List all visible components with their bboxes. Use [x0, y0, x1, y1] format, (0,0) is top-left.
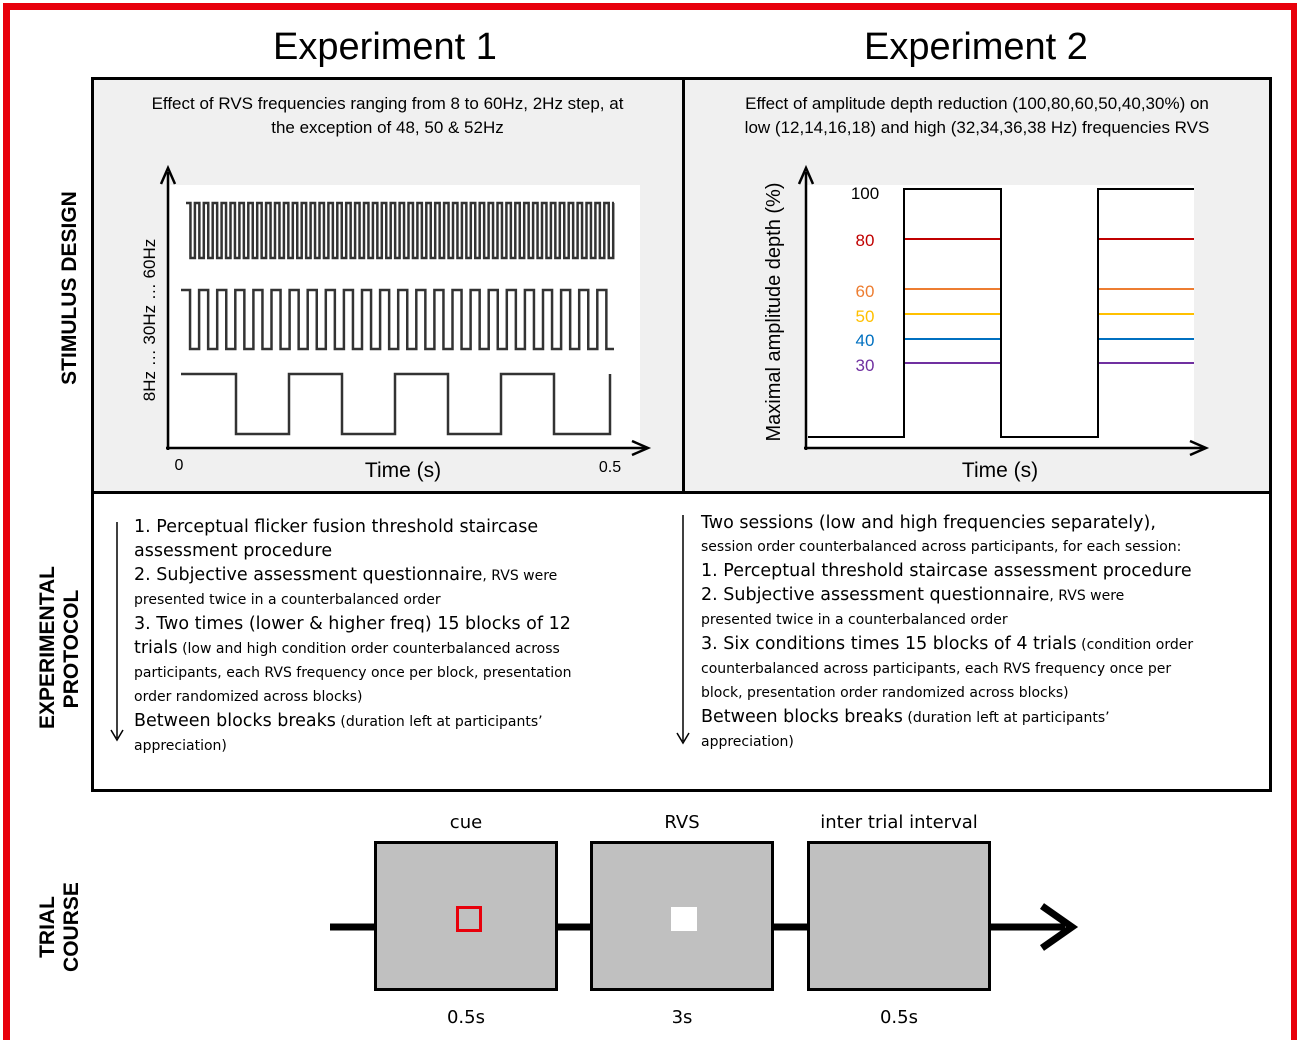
exp1-proto-line-2: assessment procedure: [134, 541, 333, 561]
exp2-proto-line-9-main: Between blocks breaks: [701, 707, 903, 727]
exp2-proto-line-2: session order counterbalanced across par…: [701, 539, 1182, 555]
wave-30hz-trace: [181, 288, 614, 351]
amplitude-level-labels: 30 40 50 60 80 100: [851, 184, 879, 375]
cue-screen: [374, 841, 558, 991]
exp1-proto-line-4: presented twice in a counterbalanced ord…: [134, 592, 441, 608]
exp1-x-max: 0.5: [599, 459, 621, 476]
exp2-proto-line-7: counterbalanced across participants, eac…: [701, 661, 1172, 677]
exp2-description-line-1: Effect of amplitude depth reduction (100…: [745, 94, 1209, 113]
exp1-x-label: Time (s): [365, 459, 441, 482]
exp2-y-label: Maximal amplitude depth (%): [763, 183, 785, 442]
exp1-proto-line-10: appreciation): [134, 738, 227, 754]
wave-30hz: [181, 288, 614, 351]
exp2-stimulus-description: Effect of amplitude depth reduction (100…: [686, 92, 1268, 140]
inter-trial-label: inter trial interval: [820, 812, 978, 833]
exp2-proto-line-6-main: 3. Six conditions times 15 blocks of 4 t…: [701, 634, 1077, 654]
exp1-proto-line-3-note: , RVS were: [482, 568, 558, 584]
exp1-x-min: 0: [175, 457, 184, 474]
exp1-proto-line-6-note: (low and high condition order counterbal…: [177, 641, 560, 657]
exp2-proto-line-4: 2. Subjective assessment questionnaire, …: [701, 583, 1266, 608]
level-50-label: 50: [856, 307, 875, 326]
trial-timeline-arrowhead: [1039, 903, 1079, 951]
exp2-proto-line-6: 3. Six conditions times 15 blocks of 4 t…: [701, 632, 1266, 657]
red-cue-square: [456, 906, 482, 932]
exp2-proto-line-4-main: 2. Subjective assessment questionnaire: [701, 585, 1050, 605]
exp1-protocol-text: 1. Perceptual flicker fusion threshold s…: [134, 515, 664, 758]
exp2-proto-line-1: Two sessions (low and high frequencies s…: [701, 513, 1156, 533]
exp2-y-arrowhead: [797, 164, 815, 185]
exp2-proto-line-10: appreciation): [701, 734, 794, 750]
exp1-proto-line-1: 1. Perceptual flicker fusion threshold s…: [134, 517, 539, 537]
exp1-description-line-2: the exception of 48, 50 & 52Hz: [271, 118, 504, 137]
exp1-proto-line-9-main: Between blocks breaks: [134, 711, 336, 731]
inter-trial-screen: [807, 841, 991, 991]
exp2-proto-line-4-note: , RVS were: [1049, 588, 1125, 604]
rvs-screen: [590, 841, 774, 991]
exp1-x-arrowhead: [631, 439, 652, 457]
level-40-label: 40: [856, 331, 875, 350]
level-80-label: 80: [856, 231, 875, 250]
exp1-proto-line-6-main: trials: [134, 638, 178, 658]
exp1-proto-line-7: participants, each RVS frequency once pe…: [134, 665, 572, 681]
wave-60hz: [186, 201, 615, 260]
level-30-label: 30: [856, 356, 875, 375]
exp1-proto-line-9-note: (duration left at participants’: [335, 714, 543, 730]
exp2-proto-line-9: Between blocks breaks (duration left at …: [701, 705, 1266, 730]
experiment-1-title: Experiment 1: [273, 26, 497, 68]
exp2-proto-line-9-note: (duration left at participants’: [902, 710, 1110, 726]
exp2-x-label: Time (s): [962, 459, 1038, 482]
exp1-proto-line-5: 3. Two times (lower & higher freq) 15 bl…: [134, 614, 571, 634]
exp1-proto-line-8: order randomized across blocks): [134, 689, 363, 705]
exp1-proto-line-3: 2. Subjective assessment questionnaire, …: [134, 563, 664, 588]
exp1-y-arrowhead: [159, 164, 177, 185]
exp2-timeline-arrowhead: [676, 732, 690, 745]
exp2-proto-line-5: presented twice in a counterbalanced ord…: [701, 612, 1008, 628]
cue-label: cue: [449, 812, 483, 833]
exp1-proto-line-6: trials (low and high condition order cou…: [134, 636, 664, 661]
exp2-proto-line-3: 1. Perceptual threshold staircase assess…: [701, 561, 1192, 581]
exp1-timeline-arrowhead: [110, 729, 124, 742]
exp2-proto-line-8: block, presentation order randomized acr…: [701, 685, 1069, 701]
level-60-label: 60: [856, 282, 875, 301]
exp1-stimulus-description: Effect of RVS frequencies ranging from 8…: [95, 92, 680, 140]
white-stimulus-square: [671, 907, 697, 931]
wave-60hz-trace: [186, 201, 615, 260]
exp1-proto-line-3-main: 2. Subjective assessment questionnaire: [134, 565, 483, 585]
level-100-trace: [808, 188, 1194, 438]
wave-8hz: [181, 372, 612, 436]
exp2-x-arrowhead: [1189, 439, 1210, 457]
red-frame: [3, 3, 1297, 1040]
wave-8hz-trace: [181, 372, 612, 436]
cue-duration: 0.5s: [446, 1007, 485, 1028]
experiment-2-title: Experiment 2: [864, 26, 1088, 68]
exp1-proto-line-9: Between blocks breaks (duration left at …: [134, 709, 664, 734]
exp2-protocol-text: Two sessions (low and high frequencies s…: [701, 511, 1266, 754]
rvs-duration: 3s: [671, 1007, 693, 1028]
level-100-label: 100: [851, 184, 879, 203]
exp2-description-line-2: low (12,14,16,18) and high (32,34,36,38 …: [744, 118, 1210, 137]
inter-trial-duration: 0.5s: [879, 1007, 918, 1028]
exp1-description-line-1: Effect of RVS frequencies ranging from 8…: [151, 94, 624, 113]
exp2-proto-line-6-note: (condition order: [1076, 637, 1194, 653]
rvs-label: RVS: [664, 812, 700, 833]
exp1-y-label: 8Hz … 30Hz … 60Hz: [140, 239, 159, 402]
amplitude-levels: [808, 188, 1194, 438]
